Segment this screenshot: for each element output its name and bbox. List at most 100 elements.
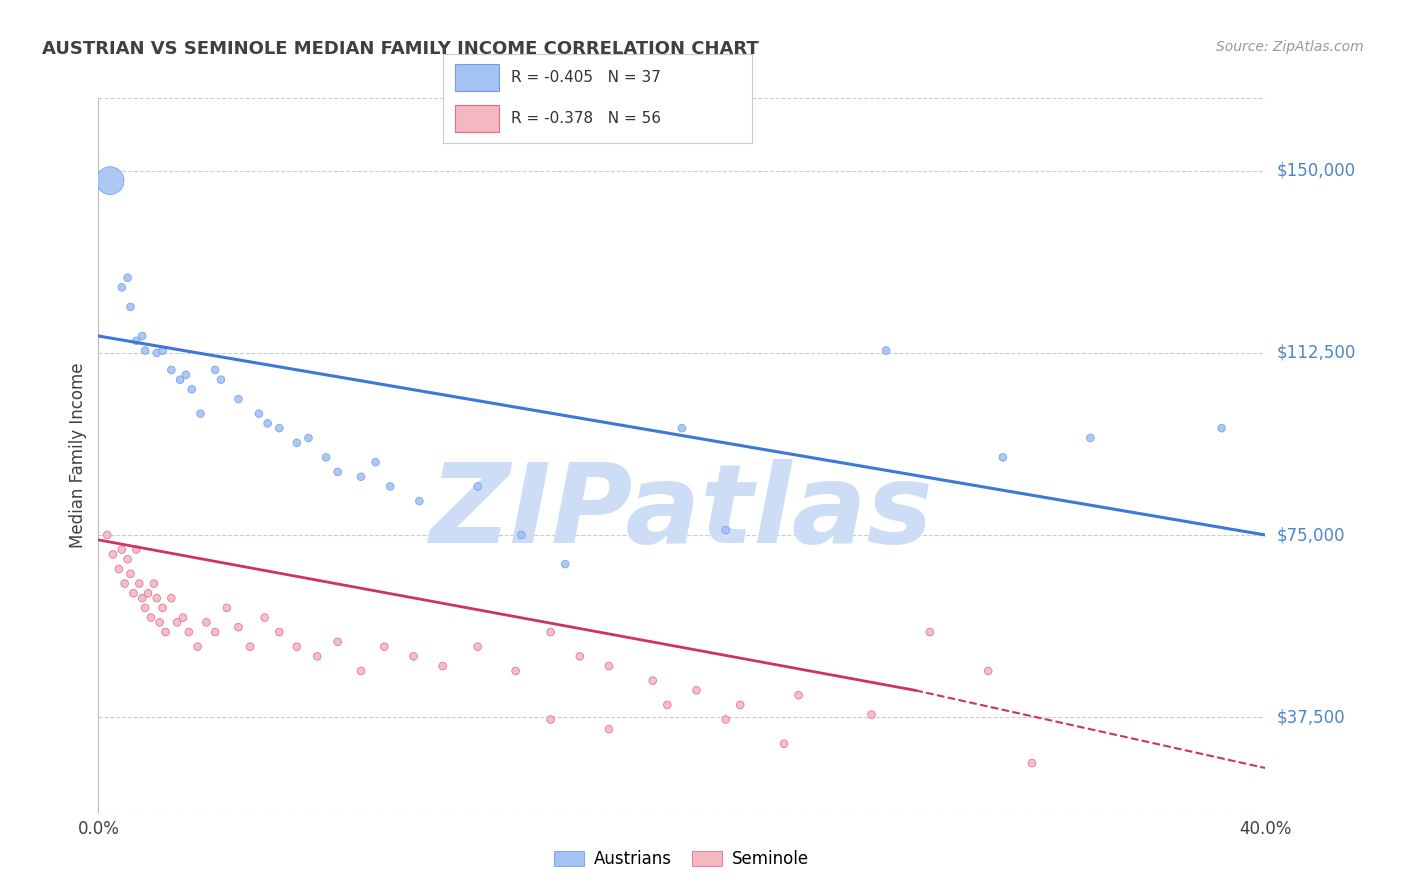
Point	[111, 280, 134, 294]
Point	[142, 576, 165, 591]
Point	[432, 659, 454, 673]
Text: ZIPatlas: ZIPatlas	[430, 458, 934, 566]
Point	[98, 174, 121, 188]
Point	[190, 407, 212, 421]
Point	[131, 591, 153, 606]
Point	[160, 363, 183, 377]
Point	[125, 334, 148, 348]
Point	[554, 557, 576, 571]
Point	[297, 431, 319, 445]
Bar	[456, 64, 499, 91]
Point	[510, 528, 533, 542]
Point	[247, 407, 270, 421]
Point	[1211, 421, 1233, 435]
Point	[991, 450, 1014, 465]
Point	[166, 615, 188, 630]
Point	[773, 737, 796, 751]
Point	[239, 640, 262, 654]
Point	[598, 722, 620, 736]
Point	[204, 363, 226, 377]
Point	[540, 713, 562, 727]
Text: R = -0.405   N = 37: R = -0.405 N = 37	[510, 70, 661, 85]
Point	[253, 610, 276, 624]
Point	[326, 635, 349, 649]
Y-axis label: Median Family Income: Median Family Income	[69, 362, 87, 548]
Point	[120, 566, 142, 581]
Point	[326, 465, 349, 479]
Point	[125, 542, 148, 557]
Point	[685, 683, 707, 698]
Point	[505, 664, 527, 678]
Point	[540, 625, 562, 640]
Point	[728, 698, 751, 712]
Point	[228, 620, 250, 634]
Point	[269, 421, 291, 435]
Point	[180, 383, 202, 397]
Point	[714, 713, 737, 727]
Point	[215, 600, 238, 615]
Point	[641, 673, 664, 688]
Point	[467, 640, 489, 654]
Point	[177, 625, 200, 640]
Point	[134, 343, 156, 358]
Point	[117, 552, 139, 566]
Point	[875, 343, 897, 358]
Point	[285, 435, 308, 450]
Point	[657, 698, 679, 712]
Point	[714, 523, 737, 537]
Point	[373, 640, 395, 654]
Point	[152, 600, 174, 615]
Point	[152, 343, 174, 358]
Point	[128, 576, 150, 591]
Point	[96, 528, 118, 542]
Point	[918, 625, 941, 640]
Point	[204, 625, 226, 640]
Point	[187, 640, 209, 654]
Point	[350, 469, 373, 483]
Point	[256, 417, 278, 431]
Point	[108, 562, 131, 576]
Point	[228, 392, 250, 406]
Point	[402, 649, 425, 664]
Point	[169, 373, 191, 387]
Point	[598, 659, 620, 673]
Bar	[456, 105, 499, 132]
Point	[122, 586, 145, 600]
Point	[111, 542, 134, 557]
Point	[101, 548, 124, 562]
Point	[155, 625, 177, 640]
Point	[378, 479, 402, 493]
Text: AUSTRIAN VS SEMINOLE MEDIAN FAMILY INCOME CORRELATION CHART: AUSTRIAN VS SEMINOLE MEDIAN FAMILY INCOM…	[42, 40, 759, 58]
Point	[408, 494, 430, 508]
Text: R = -0.378   N = 56: R = -0.378 N = 56	[510, 112, 661, 126]
Point	[1021, 756, 1043, 771]
Text: $112,500: $112,500	[1277, 344, 1355, 362]
Point	[139, 610, 162, 624]
Point	[350, 664, 373, 678]
Text: $75,000: $75,000	[1277, 526, 1346, 544]
Point	[114, 576, 136, 591]
Point	[285, 640, 308, 654]
Point	[117, 270, 139, 285]
Point	[149, 615, 172, 630]
Point	[160, 591, 183, 606]
Point	[671, 421, 693, 435]
Point	[172, 610, 194, 624]
Text: $37,500: $37,500	[1277, 708, 1346, 726]
Point	[134, 600, 156, 615]
Point	[787, 688, 810, 702]
Point	[467, 479, 489, 493]
Point	[568, 649, 591, 664]
Point	[364, 455, 387, 469]
Point	[195, 615, 218, 630]
Point	[120, 300, 142, 314]
Point	[860, 707, 883, 722]
Point	[209, 373, 232, 387]
Point	[174, 368, 197, 382]
Text: $150,000: $150,000	[1277, 162, 1355, 180]
Point	[146, 346, 169, 360]
Point	[269, 625, 291, 640]
Point	[146, 591, 169, 606]
Point	[136, 586, 159, 600]
Point	[315, 450, 337, 465]
